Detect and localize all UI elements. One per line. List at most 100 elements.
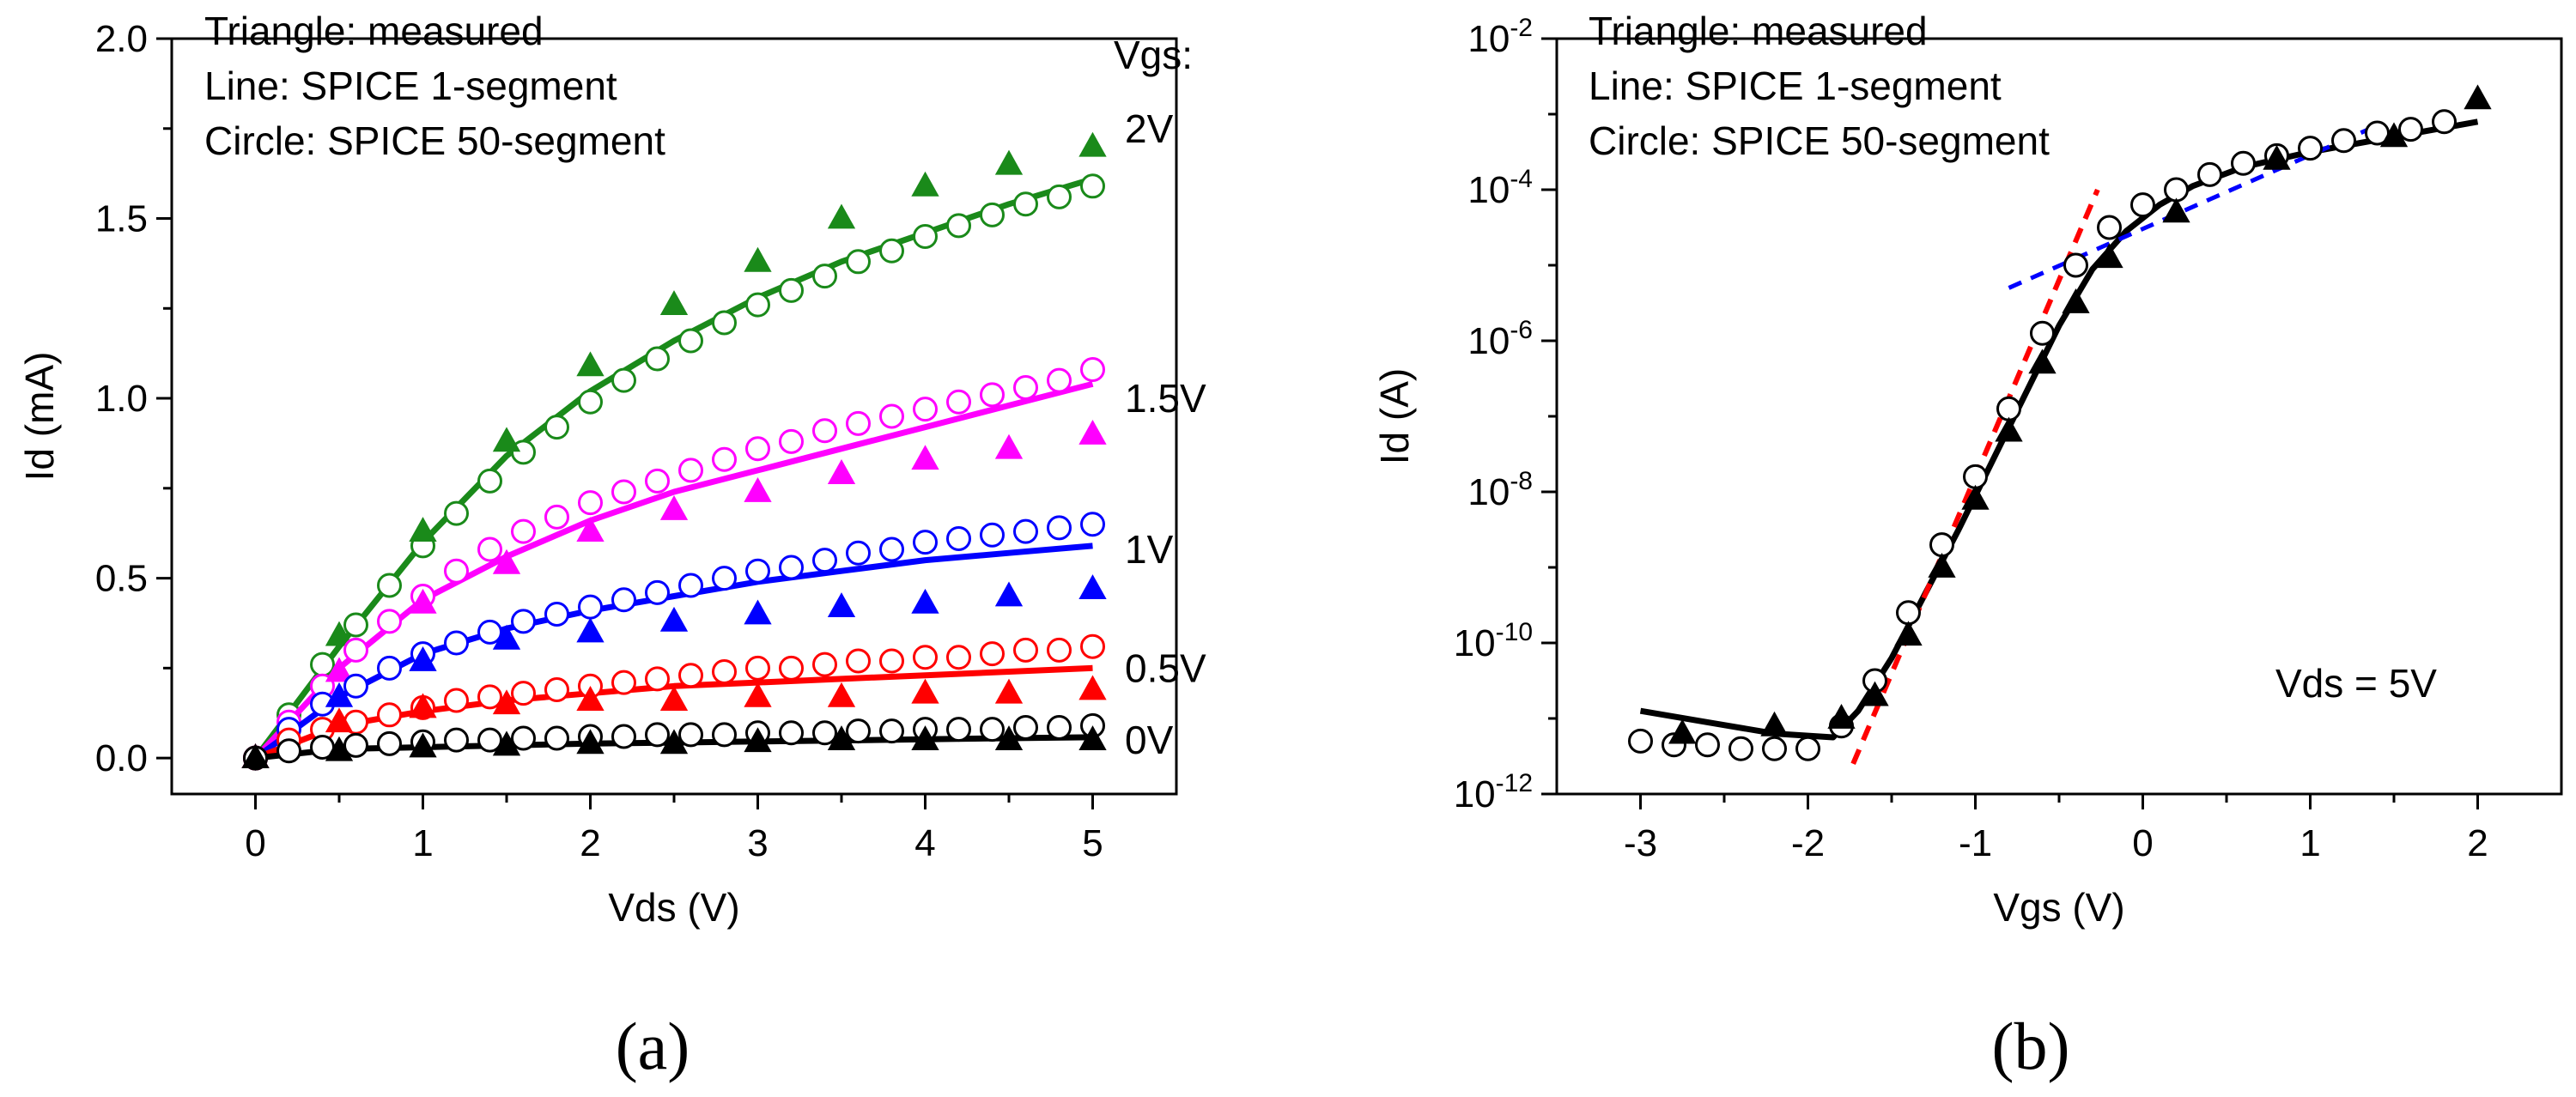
- series-1V-circle-point: [611, 587, 636, 613]
- panel-b-condition-label: Vds = 5V: [2275, 661, 2437, 706]
- series-1.5V-circle-point: [511, 518, 536, 544]
- panel-a-y-tick-label: 1.0: [95, 378, 148, 420]
- series-1V-circle-point: [477, 619, 502, 645]
- panel-a-annotation-3: Circle: SPICE 50-segment: [204, 118, 665, 163]
- series-0V-triangle-point: [409, 732, 437, 758]
- panel-b-circle-point: [2097, 215, 2122, 240]
- panel-a-x-tick-label: 0: [245, 822, 265, 864]
- series-0.5V-triangle-point: [325, 707, 354, 733]
- panel-b-circle-point: [2164, 177, 2189, 203]
- panel-b-y-tick-label: 10-10: [1454, 618, 1533, 664]
- panel-b-x-tick-label: -3: [1624, 822, 1657, 864]
- series-0V-triangle-point: [1078, 725, 1107, 751]
- series-1.5V-circle-point: [946, 389, 971, 415]
- panel-a-ticks: 0 1 2 3 4 5 0.0 0.5 1.0 1.5 2.0: [95, 18, 1103, 864]
- series-0V-circle-point: [477, 727, 502, 753]
- panel-b-y-tick-label: 10-12: [1454, 769, 1533, 815]
- panel-b-y-tick-label: 10-4: [1467, 165, 1533, 211]
- series-0.5V-circle-point: [477, 684, 502, 710]
- series-2V-circle-point: [343, 612, 368, 638]
- series-2V-circle-point: [745, 292, 770, 318]
- series-1.5V-circle-point: [1047, 367, 1072, 393]
- series-2V-circle-point: [444, 500, 469, 526]
- series-1.5V-circle-point: [913, 397, 938, 422]
- panel-a: 0 1 2 3 4 5 0.0 0.5 1.0 1.5 2.0 Vds (V) Id (mA) Tr…: [17, 9, 1206, 1083]
- panel-b-circle-point: [2130, 192, 2155, 218]
- panel-b-triangle-point: [1928, 553, 1956, 578]
- panel-a-annotation-2: Line: SPICE 1-segment: [204, 64, 617, 108]
- series-0.5V-circle-point: [980, 641, 1005, 667]
- series-1V-circle-point: [1080, 512, 1105, 537]
- series-1.5V-triangle-point: [659, 494, 689, 520]
- panel-a-caption: (a): [616, 1009, 690, 1083]
- series-0.5V-triangle-point: [659, 686, 689, 711]
- series-1.5V-circle-point: [980, 382, 1005, 408]
- series-0V-circle-point: [779, 720, 804, 746]
- series-0V-circle-point: [544, 725, 569, 751]
- series-2V-circle-point: [980, 202, 1005, 227]
- panel-b-circle-point: [2030, 320, 2055, 346]
- series-2V-circle-point: [879, 238, 904, 264]
- series-2V-circle-point: [913, 223, 938, 249]
- series-0V-circle-point: [980, 717, 1005, 742]
- panel-a-x-tick-label: 1: [412, 822, 433, 864]
- series-2V-triangle-point: [1078, 131, 1107, 157]
- series-0.5V-circle-point: [745, 655, 770, 681]
- series-0.5V-circle-point: [846, 648, 871, 674]
- panel-b-x-tick-label: -2: [1791, 822, 1825, 864]
- series-1.5V-triangle-point: [911, 445, 939, 470]
- series-1.5V-triangle-point: [744, 477, 772, 502]
- series-2V-triangle-point: [325, 621, 354, 646]
- series-0V-triangle-point: [659, 729, 689, 755]
- series-1V-circle-point: [779, 555, 804, 580]
- panel-b-circle-point: [2298, 136, 2323, 161]
- series-2V-triangle-point: [744, 246, 772, 272]
- panel-b-y-axis-label: Id (A): [1372, 368, 1417, 464]
- series-0V-circle-point: [343, 732, 368, 758]
- series-1V-triangle-point: [409, 645, 437, 671]
- series-0.5V-circle-point: [812, 652, 837, 677]
- panel-a-annotation-1: Triangle: measured: [204, 9, 544, 53]
- series-1.5V-circle-point: [444, 558, 469, 584]
- panel-b-triangle-point: [2379, 122, 2409, 148]
- series-1V-circle-point: [946, 525, 971, 551]
- series-0.5V-triangle-point: [994, 678, 1024, 704]
- series-1.5V-triangle-point: [1078, 419, 1107, 445]
- panel-b-x-tick-label: 1: [2300, 822, 2320, 864]
- series-1.5V-circle-point: [779, 428, 804, 454]
- panel-a-series: [241, 131, 1107, 771]
- series-1.5V-label: 1.5V: [1125, 376, 1206, 421]
- series-0V-triangle-point: [492, 730, 521, 756]
- series-0.5V-circle-point: [544, 676, 569, 702]
- panel-a-x-tick-label: 3: [747, 822, 768, 864]
- series-0.5V-circle-point: [1047, 637, 1072, 663]
- panel-b-circle-point: [1728, 736, 1753, 761]
- series-2V-circle-point: [1080, 173, 1105, 199]
- panel-b-series: [1628, 84, 2492, 765]
- series-0V-circle-point: [846, 718, 871, 744]
- panel-a-x-tick-label: 2: [580, 822, 600, 864]
- panel-b-triangle-point: [2464, 84, 2492, 110]
- panel-b-annotation-1: Triangle: measured: [1589, 9, 1928, 53]
- series-0.5V-triangle-point: [409, 693, 437, 718]
- panel-b-triangle-point: [1961, 484, 1990, 510]
- series-1.5V-triangle-point: [409, 588, 437, 614]
- series-0.5V-triangle-point: [911, 678, 939, 704]
- series-2V-circle-point: [544, 415, 569, 440]
- panel-b-circle-point: [1762, 736, 1787, 761]
- series-1V-circle-point: [913, 530, 938, 555]
- panel-a-y-tick-label: 0.5: [95, 558, 148, 600]
- panel-b-circle-point: [2331, 128, 2356, 154]
- panel-b-annotation-3: Circle: SPICE 50-segment: [1589, 118, 2050, 163]
- series-0V-circle-point: [678, 722, 703, 748]
- series-1V-circle-point: [645, 579, 670, 605]
- series-0.5V-label: 0.5V: [1125, 645, 1206, 690]
- panel-a-x-axis-label: Vds (V): [608, 885, 739, 930]
- series-2V-circle-point: [310, 652, 335, 677]
- panel-b-circle-point: [1795, 736, 1820, 761]
- series-1V-circle-point: [980, 522, 1005, 548]
- panel-b-circle-point: [1628, 728, 1653, 754]
- series-0V-circle-point: [1013, 714, 1038, 740]
- panel-b-caption: (b): [1992, 1009, 2070, 1083]
